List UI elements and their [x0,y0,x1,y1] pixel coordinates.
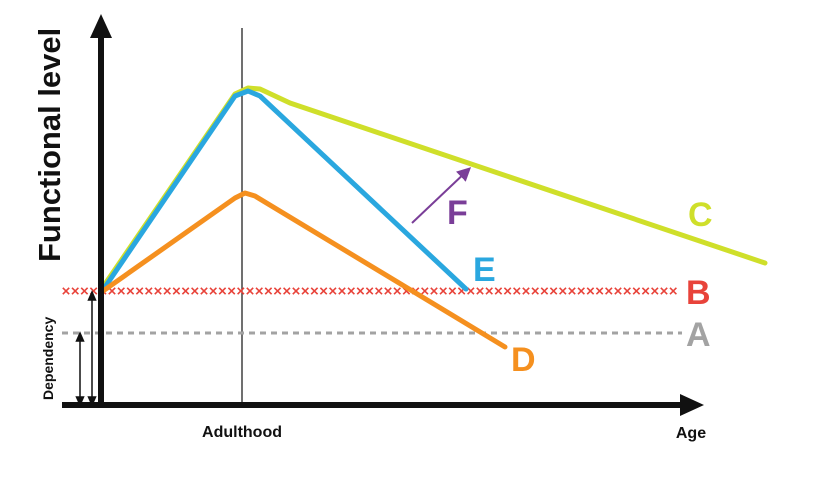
cross-mark [237,287,245,295]
cross-mark [200,287,208,295]
cross-mark [172,287,181,295]
adulthood-label: Adulthood [202,424,282,441]
cross-mark [71,287,79,295]
dependency-arrows [75,290,97,407]
cross-mark [246,287,254,295]
cross-mark [467,287,475,295]
cross-mark [273,287,282,295]
arrow-f [411,167,472,224]
cross-mark [568,287,576,295]
cross-mark [154,287,162,295]
cross-mark [218,287,227,295]
cross-mark [448,287,457,295]
curve-e [100,88,469,293]
age-label: Age [676,425,706,442]
cross-mark [181,287,190,295]
cross-mark [227,287,236,295]
threshold-b-line [62,287,677,295]
cross-mark [347,287,355,295]
label-e: E [473,251,496,289]
cross-mark [393,287,401,295]
cross-mark [319,287,328,295]
cross-mark [126,287,135,295]
cross-mark [430,287,438,295]
cross-mark [586,287,595,295]
cross-mark [669,287,677,295]
cross-mark [365,287,374,295]
cross-mark [356,287,365,295]
cross-mark [310,287,319,295]
curve-d [100,190,508,350]
cross-mark [494,287,503,295]
cross-mark [338,287,346,295]
cross-mark [522,287,530,295]
cross-mark [605,287,613,295]
y-axis [90,14,112,407]
cross-mark [117,287,125,295]
cross-mark [660,287,668,295]
cross-mark [209,287,217,295]
cross-mark [641,287,650,295]
cross-mark [191,287,199,295]
cross-mark [384,287,392,295]
cross-mark [283,287,291,295]
cross-mark [80,287,89,295]
cross-mark [614,287,622,295]
cross-mark [476,287,484,295]
cross-mark [145,287,153,295]
label-b: B [686,274,711,312]
cross-mark [439,287,447,295]
label-a: A [686,316,711,354]
cross-mark [485,287,493,295]
cross-mark [540,287,549,295]
cross-mark [531,287,539,295]
cross-mark [651,287,659,295]
cross-mark [577,287,585,295]
cross-mark [375,287,383,295]
cross-mark [163,287,171,295]
cross-mark [329,287,337,295]
cross-mark [301,287,309,295]
cross-mark [623,287,631,295]
cross-mark [632,287,641,295]
dependency-label: Dependency [40,317,56,400]
cross-mark [135,287,144,295]
cross-mark [503,287,512,295]
label-c: C [688,196,713,234]
cross-mark [513,287,521,295]
cross-mark [255,287,263,295]
y-axis-label: Functional level [32,28,67,262]
cross-mark [595,287,604,295]
label-f: F [447,194,468,232]
cross-mark [421,287,429,295]
x-axis [62,394,704,416]
cross-mark [264,287,273,295]
cross-mark [559,287,567,295]
cross-mark [292,287,300,295]
label-d: D [511,341,536,379]
cross-mark [62,287,70,295]
cross-mark [549,287,558,295]
